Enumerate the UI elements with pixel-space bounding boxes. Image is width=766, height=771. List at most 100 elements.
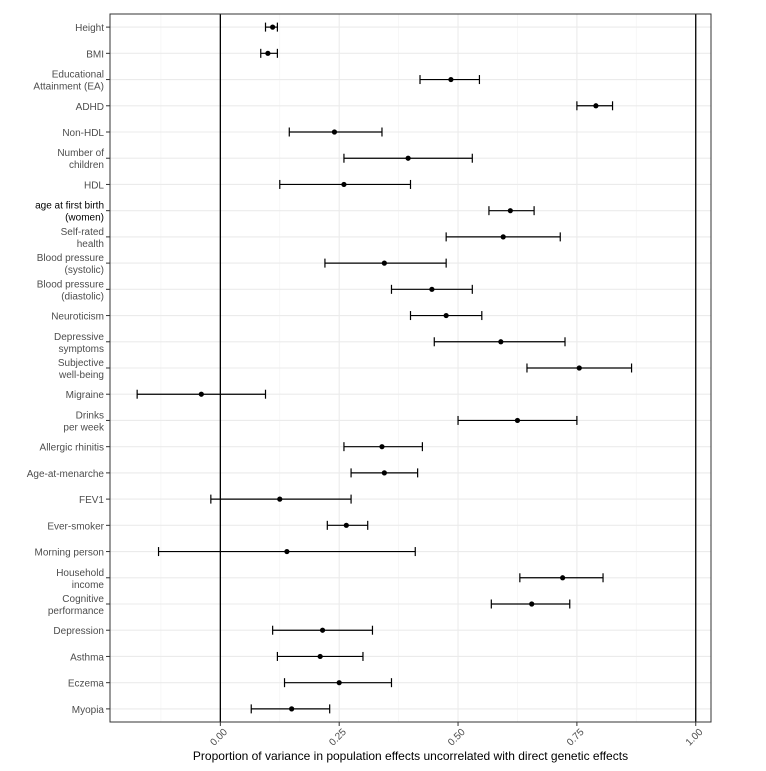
- x-tick-label: 0.50: [446, 727, 468, 749]
- data-row: [272, 625, 374, 635]
- data-point: [336, 680, 342, 686]
- data-point: [198, 391, 204, 397]
- reference-lines: [219, 14, 697, 722]
- data-point: [405, 155, 411, 161]
- y-tick-label: Self-rated: [61, 227, 104, 238]
- data-point: [498, 339, 504, 345]
- y-tick-label: (systolic): [65, 265, 104, 276]
- data-row: [519, 573, 604, 583]
- y-tick-label: Age-at-menarche: [27, 469, 105, 480]
- y-tick-label: Number of: [57, 148, 104, 159]
- y-tick-label: HDL: [84, 180, 104, 191]
- y-tick-label: Allergic rhinitis: [40, 443, 104, 454]
- data-point: [448, 76, 454, 83]
- y-tick-label: well-being: [58, 370, 104, 381]
- y-tick-label: Myopia: [72, 705, 105, 716]
- y-tick-label: BMI: [86, 49, 104, 60]
- data-row: [210, 494, 352, 504]
- y-tick-label: Depressive: [54, 332, 104, 343]
- data-point: [289, 706, 295, 712]
- data-row: [419, 75, 481, 85]
- y-tick-label: Migraine: [66, 390, 105, 401]
- y-tick-label: Morning person: [35, 548, 104, 559]
- data-row: [433, 337, 566, 347]
- data-point: [381, 260, 387, 266]
- data-row: [488, 206, 535, 216]
- data-point: [381, 470, 387, 476]
- data-row: [576, 101, 614, 111]
- data-row: [157, 547, 416, 557]
- data-point: [379, 444, 385, 450]
- y-tick-label: (women): [65, 213, 104, 224]
- y-tick-label: Height: [75, 23, 104, 34]
- y-tick-label: FEV1: [79, 495, 104, 506]
- y-tick-label: Drinks: [76, 410, 104, 421]
- data-point: [319, 627, 326, 633]
- data-point: [265, 50, 271, 56]
- data-row: [324, 258, 447, 268]
- data-point: [284, 548, 290, 555]
- y-tick-label: children: [69, 160, 104, 171]
- data-row: [343, 442, 423, 452]
- y-tick-label: performance: [48, 606, 105, 617]
- y-tick-label: ADHD: [76, 102, 104, 113]
- y-tick-label: income: [72, 580, 105, 591]
- data-row: [343, 153, 473, 163]
- y-tick-label: Household: [56, 568, 104, 579]
- data-row: [279, 179, 412, 189]
- data-series: [136, 22, 633, 714]
- data-point: [277, 496, 283, 502]
- data-row: [445, 232, 561, 242]
- y-tick-label: Blood pressure: [37, 279, 105, 290]
- x-axis-title: Proportion of variance in population eff…: [193, 749, 628, 763]
- data-point: [343, 522, 349, 528]
- y-tick-label: Ever-smoker: [47, 521, 104, 532]
- data-point: [593, 103, 599, 109]
- data-point: [331, 129, 338, 135]
- x-tick-label: 0.25: [327, 727, 349, 749]
- data-row: [526, 363, 633, 373]
- data-row: [264, 22, 278, 32]
- x-tick-label: 1.00: [684, 727, 706, 749]
- y-tick-label: per week: [63, 422, 105, 433]
- y-tick-label: Educational: [52, 70, 104, 81]
- x-tick-label: 0.75: [565, 727, 587, 749]
- data-row: [490, 599, 571, 609]
- data-row: [250, 704, 331, 714]
- y-tick-label: Asthma: [70, 652, 104, 663]
- x-axis: 0.00 0.25 0.50 0.75 1.00: [208, 722, 706, 749]
- y-tick-label: Subjective: [58, 358, 105, 369]
- data-point: [443, 312, 449, 319]
- data-point: [270, 24, 276, 30]
- data-point: [576, 365, 582, 371]
- y-tick-label: Eczema: [68, 679, 105, 690]
- data-point: [317, 653, 323, 660]
- data-point: [529, 601, 535, 607]
- data-row: [288, 127, 383, 137]
- y-tick-label: Neuroticism: [51, 312, 104, 323]
- y-tick-label: Cognitive: [62, 594, 104, 605]
- data-row: [409, 311, 483, 321]
- y-tick-label: (diastolic): [61, 291, 104, 302]
- y-tick-label: Depression: [53, 626, 104, 637]
- y-tick-label: age at first birth: [35, 201, 104, 212]
- data-point: [341, 181, 347, 188]
- y-tick-label: health: [77, 239, 104, 250]
- data-row: [350, 468, 419, 478]
- data-point: [560, 575, 566, 581]
- x-tick-label: 0.00: [208, 727, 230, 749]
- plot-panel-border: [109, 13, 712, 723]
- y-tick-label: Non-HDL: [62, 128, 104, 139]
- data-point: [429, 286, 435, 292]
- data-row: [457, 415, 578, 425]
- data-row: [136, 389, 267, 399]
- data-point: [514, 417, 521, 424]
- data-row: [283, 678, 393, 688]
- data-point: [507, 208, 513, 214]
- data-row: [326, 520, 369, 530]
- y-tick-label: symptoms: [58, 344, 104, 355]
- data-row: [276, 651, 364, 661]
- data-row: [390, 284, 473, 294]
